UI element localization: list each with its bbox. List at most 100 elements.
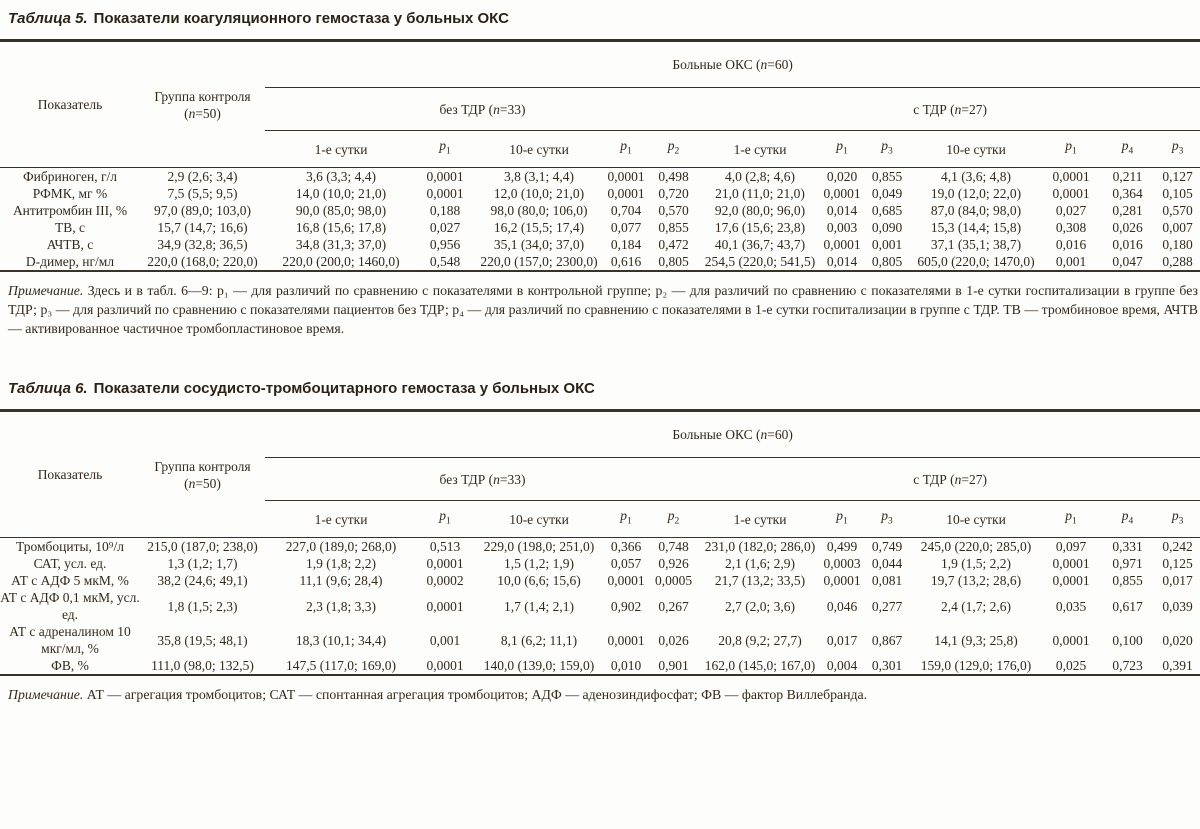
table-cell: 0,081 (871, 573, 903, 588)
table-row: АТ с АДФ 5 мкМ, % 38,2 (24,6; 49,1) 11,1 (… (0, 572, 1200, 589)
table-cell: 0,498 (658, 169, 689, 184)
table-cell: 0,902 (610, 598, 642, 614)
table-cell: 215,0 (187,0; 238,0) (147, 539, 258, 554)
table-cell: 0,391 (1162, 658, 1193, 673)
table-cell: 0,017 (826, 632, 858, 648)
table-cell: 0,020 (1162, 632, 1193, 648)
table-cell: 19,0 (12,0; 22,0) (930, 186, 1022, 201)
table-cell: 14,1 (9,3; 25,8) (934, 632, 1018, 648)
header-row-subcolumns: 1-е сутки p1 10-е сутки p1 p2 1-е сутки … (0, 500, 1200, 538)
table-cell: 87,0 (84,0; 98,0) (930, 203, 1022, 218)
table-cell: 0,281 (1112, 203, 1143, 218)
table-cell: 0,0001 (1052, 573, 1090, 588)
table-cell: 0,748 (658, 539, 689, 554)
header-day10-no-tdr: 10-е сутки (473, 500, 605, 538)
header-p3-icon: p3 (1155, 130, 1200, 168)
table-row: РФМК, мг % 7,5 (5,5; 9,5) 14,0 (10,0; 21,0… (0, 185, 1200, 202)
table-cell: 0,044 (871, 556, 903, 571)
table-cell: 34,9 (32,8; 36,5) (157, 237, 248, 252)
table-cell: 3,6 (3,3; 4,4) (305, 169, 377, 184)
table6-title-text: Показатели сосудисто-тромбоцитарного гем… (93, 380, 595, 397)
header-p1-icon: p1 (417, 130, 473, 168)
control-group-line1: Группа контроля (154, 458, 251, 474)
table-cell: 0,016 (1112, 237, 1143, 252)
control-group-line1: Группа контроля (154, 88, 251, 104)
table-row: АТ с АДФ 0,1 мкМ, усл. ед. 1,8 (1,5; 2,3)… (0, 589, 1200, 623)
header-p1-icon: p1 (820, 500, 864, 538)
table-cell: 0,704 (610, 203, 642, 218)
table-cell: 98,0 (80,0; 106,0) (490, 203, 588, 218)
table-cell: 0,805 (871, 254, 903, 269)
table-cell: 18,3 (10,1; 34,4) (295, 632, 387, 648)
header-row-tdr-groups: без ТДР (n=33) с ТДР (n=27) (0, 457, 1200, 501)
table-cell: 8,1 (6,2; 11,1) (500, 632, 578, 648)
table-cell: 0,003 (826, 220, 858, 235)
table-cell: 0,855 (658, 220, 689, 235)
table-cell: 0,513 (429, 539, 461, 554)
table-cell: 0,025 (1055, 658, 1087, 673)
header-p1-icon: p1 (605, 130, 647, 168)
table6-header: Показатель Группа контроля (n=50) Больные… (0, 410, 1200, 538)
table-cell: 229,0 (198,0; 251,0) (483, 539, 595, 554)
header-p1-icon: p1 (605, 500, 647, 538)
row-label: ФВ, % (51, 658, 89, 673)
table-cell: 254,5 (220,0; 541,5) (704, 254, 816, 269)
table-cell: 0,971 (1112, 556, 1143, 571)
header-patients-oks: Больные ОКС (n=60) (265, 40, 1200, 88)
table-cell: 0,127 (1162, 169, 1193, 184)
table-cell: 0,0001 (426, 556, 464, 571)
table-cell: 0,039 (1162, 598, 1193, 614)
table-cell: 0,0001 (426, 598, 464, 614)
header-row-subcolumns: 1-е сутки p1 10-е сутки p1 p2 1-е сутки … (0, 130, 1200, 168)
table-cell: 0,0001 (823, 237, 861, 252)
row-label: Фибриноген, г/л (22, 169, 118, 184)
row-label: ТВ, с (55, 220, 85, 235)
table-cell: 0,100 (1112, 632, 1143, 648)
header-day1-no-tdr: 1-е сутки (265, 130, 417, 168)
table5-title: Таблица 5. Показатели коагуляционного гем… (0, 10, 1200, 27)
table-cell: 0,090 (871, 220, 903, 235)
note-text: АТ — агрегация тромбоцитов; САТ — спонта… (83, 687, 868, 702)
row-label: САТ, усл. ед. (33, 556, 107, 571)
table5-title-label: Таблица 5. (8, 10, 88, 27)
header-control-group: Группа контроля (n=50) (140, 410, 265, 538)
header-p4-icon: p4 (1100, 130, 1155, 168)
table-cell: 0,001 (429, 632, 461, 648)
table-cell: 0,0005 (654, 573, 693, 588)
table-cell: 0,720 (658, 186, 689, 201)
table-cell: 0,570 (1162, 203, 1193, 218)
header-p1-icon: p1 (417, 500, 473, 538)
table-cell: 11,1 (9,6; 28,4) (299, 573, 383, 588)
table-cell: 147,5 (117,0; 169,0) (285, 658, 397, 673)
table-cell: 0,014 (826, 203, 858, 218)
header-indicator: Показатель (0, 40, 140, 168)
table-cell: 0,0001 (823, 186, 861, 201)
table-cell: 1,3 (1,2; 1,7) (167, 556, 238, 571)
table-row: САТ, усл. ед. 1,3 (1,2; 1,7) 1,9 (1,8; 2,2… (0, 555, 1200, 572)
table-row: ТВ, с 15,7 (14,7; 16,6) 16,8 (15,6; 17,8) 0… (0, 219, 1200, 236)
table-cell: 245,0 (220,0; 285,0) (920, 539, 1032, 554)
header-p1-icon: p1 (1042, 130, 1100, 168)
table-cell: 7,5 (5,5; 9,5) (167, 186, 238, 201)
note-text: Здесь и в табл. 6—9: p₁ — для различий п… (8, 283, 1198, 336)
table-cell: 0,027 (429, 220, 461, 235)
table-cell: 0,0001 (426, 186, 464, 201)
header-with-tdr: с ТДР (n=27) (700, 87, 1200, 131)
table-cell: 0,046 (826, 598, 858, 614)
table-cell: 34,8 (31,3; 37,0) (295, 237, 387, 252)
table-cell: 0,211 (1112, 169, 1143, 184)
header-day1-no-tdr: 1-е сутки (265, 500, 417, 538)
table-cell: 0,570 (658, 203, 689, 218)
table-cell: 0,0001 (1052, 632, 1090, 648)
table-cell: 0,047 (1112, 254, 1143, 269)
header-without-tdr: без ТДР (n=33) (265, 457, 700, 501)
table-cell: 35,8 (19,5; 48,1) (157, 632, 248, 648)
table-cell: 12,0 (10,0; 21,0) (493, 186, 585, 201)
table-cell: 2,1 (1,6; 2,9) (724, 556, 796, 571)
header-day10-no-tdr: 10-е сутки (473, 130, 605, 168)
header-control-group: Группа контроля (n=50) (140, 40, 265, 168)
table-cell: 0,049 (871, 186, 903, 201)
table-cell: 3,8 (3,1; 4,4) (503, 169, 575, 184)
table-row: Тромбоциты, 10⁹/л 215,0 (187,0; 238,0) 227… (0, 538, 1200, 556)
table-cell: 0,0003 (823, 556, 861, 571)
